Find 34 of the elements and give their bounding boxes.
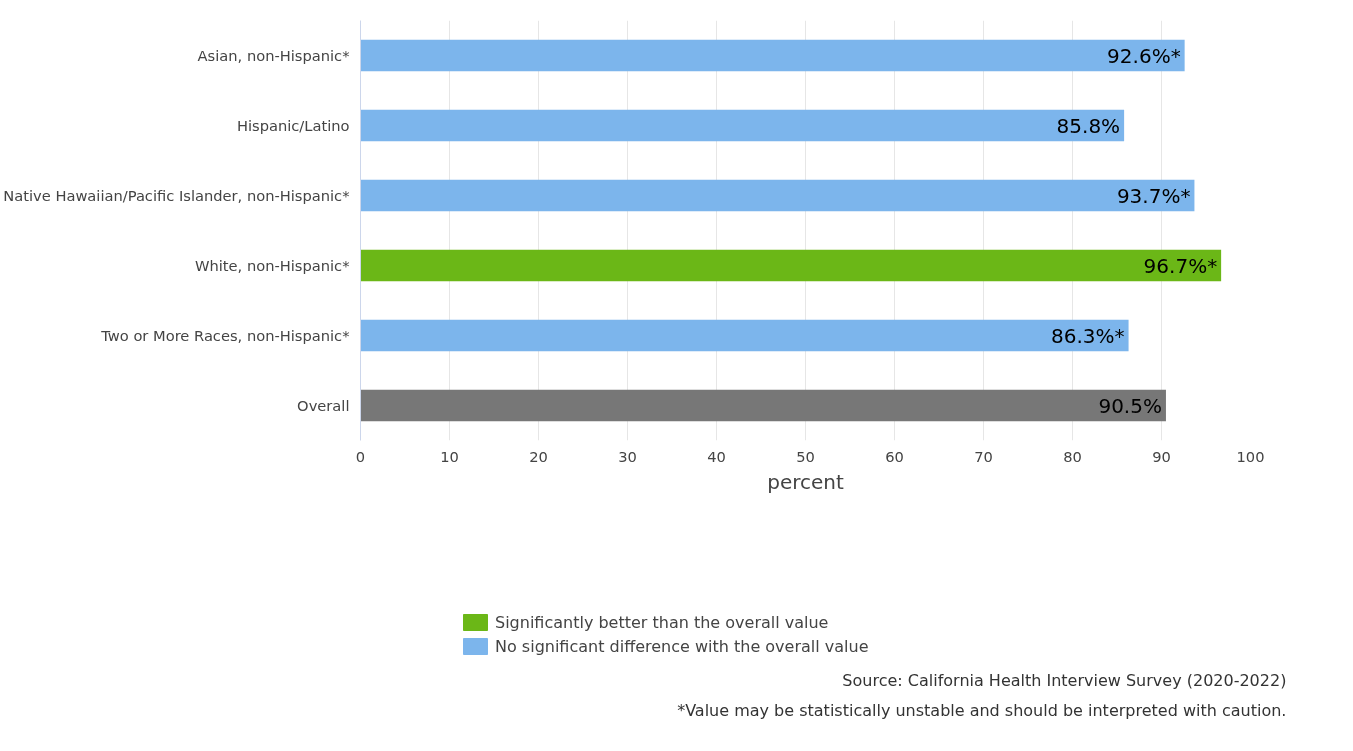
bar (360, 249, 1222, 282)
x-tick-label: 100 (1236, 447, 1265, 465)
y-tick-label: Hispanic/Latino (236, 117, 350, 134)
text: 96.7%* (1143, 253, 1218, 278)
x-tick-label: 40 (707, 447, 726, 465)
bar (360, 319, 1129, 352)
legend-label: No significant difference with the overall value (495, 636, 869, 656)
text: 86.3%* (1051, 323, 1125, 348)
y-tick-label: White, non-Hispanic* (194, 257, 350, 274)
x-tick-label: 50 (796, 447, 815, 465)
bar (360, 39, 1185, 72)
y-tick-label: Native Hawaiian/Pacific Islander, non-Hispanic* (3, 187, 350, 204)
text: 93.7%* (1116, 183, 1191, 208)
legend-label: Significantly better than the overall value (495, 612, 829, 632)
x-tick-label: 60 (885, 447, 904, 465)
x-tick-label: 80 (1063, 447, 1082, 465)
bar (360, 109, 1125, 142)
y-tick-label: Two or More Races, non-Hispanic* (100, 327, 350, 344)
y-tick-label: Overall (297, 397, 350, 414)
y-tick-label: Asian, non-Hispanic* (197, 47, 350, 64)
x-tick-label: 20 (529, 447, 548, 465)
bar (360, 179, 1195, 212)
bar (360, 389, 1166, 422)
x-tick-label: 70 (974, 447, 993, 465)
x-axis-title: percent (767, 469, 844, 494)
x-tick-label: 90 (1152, 447, 1171, 465)
text: *Value may be statistically unstable and should be interpreted with caution. (677, 700, 1287, 720)
x-tick-label: 30 (618, 447, 637, 465)
x-tick-label: 0 (355, 447, 366, 465)
source-note: Source: California Health Interview Survey (2020-2022) (842, 671, 1287, 690)
x-tick-label: 10 (440, 447, 459, 465)
text: 85.8% (1056, 113, 1121, 138)
text: 92.6%* (1107, 43, 1181, 68)
text: 90.5% (1098, 393, 1162, 418)
